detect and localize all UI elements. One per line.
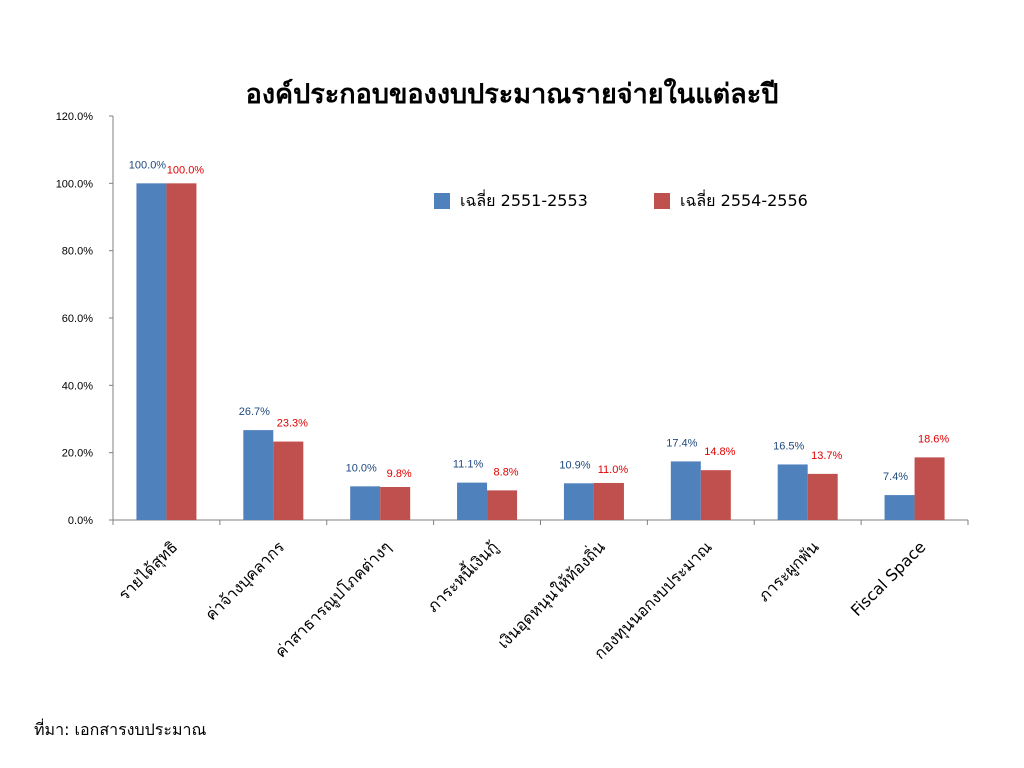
y-tick-label: 40.0%: [62, 380, 93, 392]
category-label: รายได้สุทธิ: [114, 537, 182, 605]
category-label: ภาระหนี้เงินกู้: [422, 536, 503, 617]
data-label: 26.7%: [239, 406, 270, 418]
bar-series-2: [166, 183, 197, 521]
data-label: 9.8%: [387, 468, 412, 480]
bar-series-2: [700, 470, 731, 520]
category-label: เงินอุดหนุนให้ท้องถิ่น: [492, 536, 609, 653]
data-label: 7.4%: [883, 471, 908, 483]
bar-series-2: [487, 490, 518, 520]
data-label: 17.4%: [666, 437, 697, 449]
data-label: 10.9%: [559, 459, 590, 471]
bar-series-2: [807, 473, 838, 520]
data-label: 23.3%: [277, 418, 308, 430]
chart-title: องค์ประกอบของงบประมาณรายจ่ายในแต่ละปี: [245, 79, 779, 110]
category-label: ค่าสาธารณูปโภคต่างๆ: [271, 537, 396, 662]
bar-series-1: [457, 482, 488, 520]
data-label: 8.8%: [494, 466, 519, 478]
data-label: 16.5%: [773, 440, 804, 452]
data-label: 18.6%: [918, 433, 949, 445]
category-label: ค่าจ้างบุคลากร: [201, 537, 289, 625]
legend-label-1: เฉลี่ย 2551-2553: [460, 189, 588, 210]
bar-series-1: [563, 483, 594, 520]
y-tick-label: 60.0%: [62, 313, 93, 325]
legend-swatch-1: [434, 193, 450, 209]
legend-label-2: เฉลี่ย 2554-2556: [680, 189, 808, 210]
data-label: 10.0%: [346, 462, 377, 474]
data-label: 14.8%: [704, 446, 735, 458]
bar-series-1: [884, 495, 915, 520]
y-tick-label: 120.0%: [56, 111, 94, 123]
data-label: 100.0%: [129, 159, 167, 171]
data-label: 100.0%: [167, 164, 205, 176]
y-tick-label: 0.0%: [68, 515, 93, 527]
y-tick-label: 80.0%: [62, 246, 93, 258]
category-label: ภาระผูกพัน: [754, 537, 823, 606]
y-tick-label: 20.0%: [62, 448, 93, 460]
bar-series-1: [136, 183, 167, 521]
y-tick-label: 100.0%: [56, 178, 94, 190]
bar-series-2: [593, 482, 624, 520]
category-label: กองทุนนอกงบประมาณ: [590, 537, 716, 663]
bar-series-2: [380, 487, 411, 520]
bar-series-2: [914, 457, 945, 520]
bar-series-1: [670, 461, 701, 520]
data-label: 13.7%: [811, 450, 842, 462]
bar-series-1: [243, 430, 274, 520]
legend-swatch-2: [654, 193, 670, 209]
data-label: 11.1%: [453, 459, 484, 471]
data-label: 11.0%: [598, 464, 629, 476]
bar-series-1: [777, 464, 808, 520]
source-note: ที่มา: เอกสารงบประมาณ: [34, 720, 207, 739]
bar-series-1: [350, 486, 381, 520]
category-label: Fiscal Space: [847, 537, 930, 620]
bar-series-2: [273, 441, 304, 520]
